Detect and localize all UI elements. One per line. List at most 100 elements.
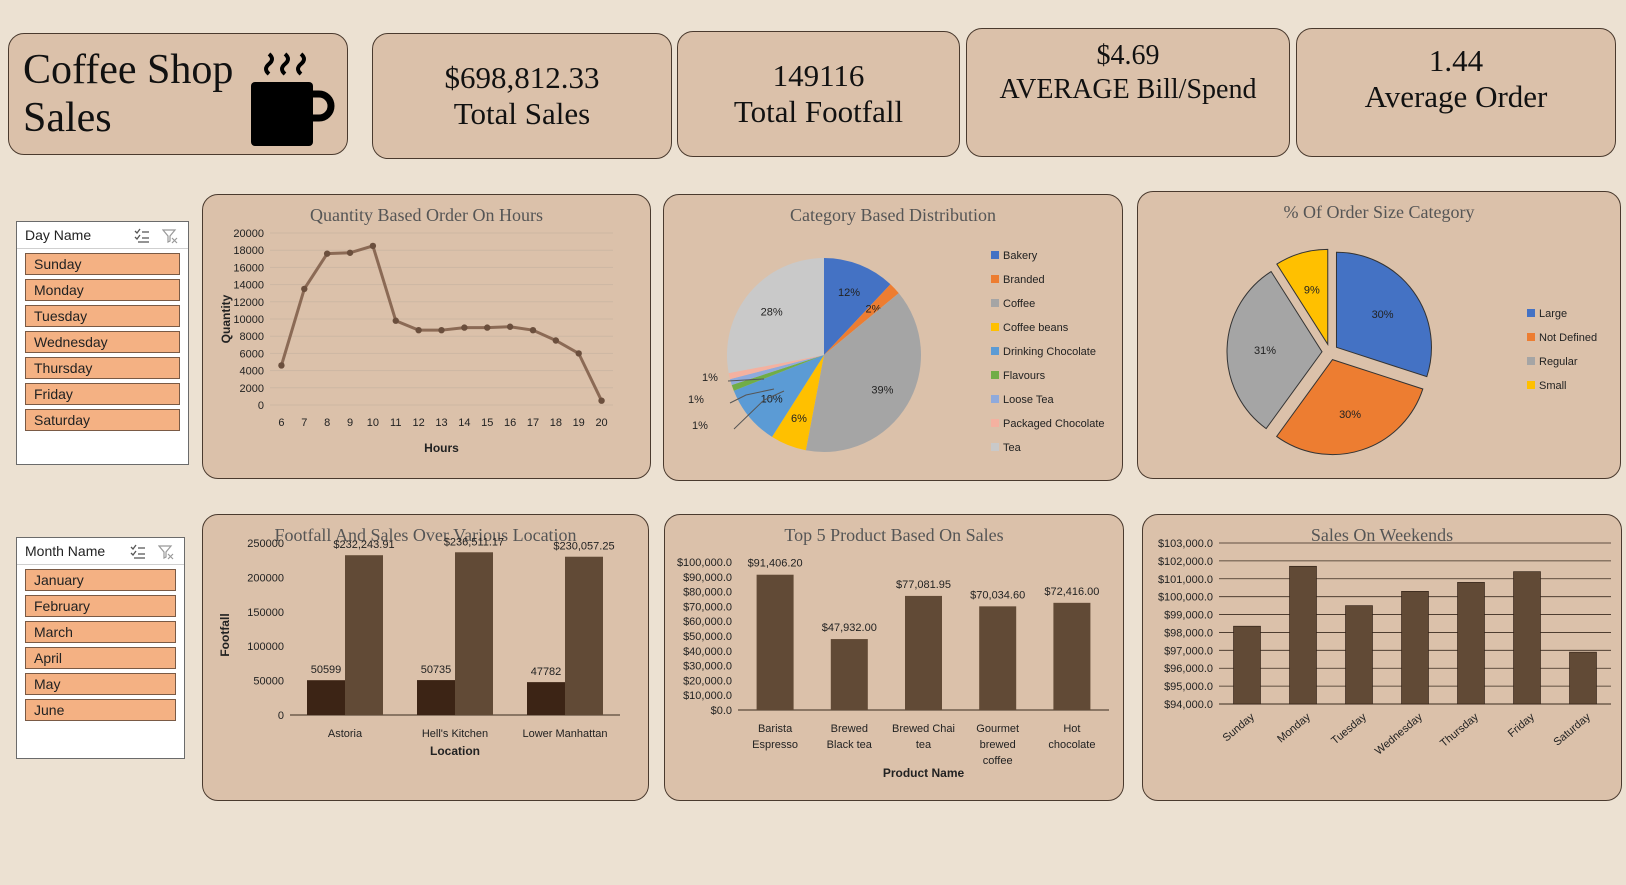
clear-filter-icon[interactable]	[162, 228, 178, 244]
kpi-total-footfall: 149116 Total Footfall	[677, 31, 960, 157]
legend-label: Coffee	[1003, 298, 1035, 310]
slicer-header-label: Month Name	[25, 543, 106, 559]
data-point	[484, 324, 491, 331]
slicer-item[interactable]: June	[25, 699, 176, 721]
legend-label: Drinking Chocolate	[1003, 346, 1096, 358]
y-tick-label: $95,000.0	[1164, 681, 1213, 693]
x-tick-label: Gourmet	[976, 723, 1019, 735]
callout-line	[729, 388, 775, 404]
x-tick-label: 7	[301, 417, 307, 429]
x-tick-label: 13	[435, 417, 447, 429]
slicer-item[interactable]: April	[25, 647, 176, 669]
y-tick-label: $30,000.0	[683, 661, 732, 673]
bar	[1457, 582, 1485, 705]
bar	[307, 680, 345, 715]
bar	[1233, 625, 1261, 705]
multi-select-icon[interactable]	[134, 228, 150, 244]
x-tick-label: Brewed	[831, 723, 868, 735]
data-point	[369, 242, 377, 250]
y-tick-label: $90,000.0	[683, 572, 732, 584]
y-tick-label: $100,000.0	[1158, 592, 1213, 604]
pie-data-label: 1%	[702, 372, 718, 384]
x-tick-label: Barista	[758, 723, 793, 735]
legend-label: Tea	[1003, 442, 1022, 454]
pie-data-label: 6%	[791, 413, 807, 425]
legend-label: Small	[1539, 380, 1567, 392]
pie-slice	[772, 355, 824, 451]
pie-slice	[805, 293, 921, 452]
y-tick-label: $101,000.0	[1158, 574, 1213, 586]
y-tick-label: $99,000.0	[1164, 610, 1213, 622]
data-point	[529, 326, 537, 334]
kpi-value: $698,812.33	[444, 60, 600, 95]
x-tick-label: 15	[481, 417, 493, 429]
y-tick-label: 20000	[233, 228, 264, 240]
y-tick-label: $20,000.0	[683, 675, 732, 687]
legend-swatch	[1527, 381, 1535, 389]
dashboard-title-line2: Sales	[23, 95, 112, 141]
slicer-item[interactable]: March	[25, 621, 176, 643]
pie-slice	[1335, 251, 1432, 378]
pie-slice	[824, 258, 891, 355]
bar	[756, 574, 794, 710]
chart-title: Category Based Distribution	[790, 205, 996, 225]
x-tick-label: 10	[367, 417, 379, 429]
data-point	[598, 397, 605, 404]
legend-swatch	[991, 251, 999, 259]
bar	[1513, 571, 1541, 705]
slicer-item[interactable]: January	[25, 569, 176, 591]
y-tick-label: $0.0	[711, 705, 732, 717]
x-tick-label: 18	[550, 417, 562, 429]
slicer-item[interactable]: May	[25, 673, 176, 695]
x-tick-label: Brewed Chai	[892, 723, 955, 735]
category-pie-chart: 12%2%39%6%10%28%BakeryBrandedCoffeeCoffe…	[688, 250, 1104, 454]
y-tick-label: 8000	[240, 331, 264, 343]
chart-card-category: Category Based Distribution 12% 2% 39% 6% 10…	[663, 194, 1123, 481]
bar-data-label: $77,081.95	[896, 579, 951, 591]
y-axis-title: Footfall	[218, 613, 232, 656]
y-tick-label: 12000	[233, 297, 264, 309]
slicer-item[interactable]: Monday	[25, 279, 180, 301]
legend-swatch	[1527, 309, 1535, 317]
y-tick-label: 150000	[247, 607, 284, 619]
multi-select-icon[interactable]	[130, 544, 146, 560]
pie-slice	[1226, 270, 1323, 430]
bar	[1569, 651, 1597, 705]
pie-data-label: 9%	[1304, 285, 1320, 297]
y-tick-label: 100000	[247, 641, 284, 653]
slicer-header-label: Day Name	[25, 227, 92, 243]
y-tick-label: 18000	[233, 245, 264, 257]
bar	[527, 682, 565, 715]
y-tick-label: 4000	[240, 366, 264, 378]
bar	[1053, 602, 1091, 710]
kpi-value: $4.69	[1096, 40, 1160, 71]
bar	[1401, 591, 1429, 705]
pie-data-label: 10%	[761, 393, 783, 405]
y-tick-label: 2000	[240, 383, 264, 395]
bar	[455, 552, 493, 715]
bar	[905, 595, 942, 710]
bar-data-label: $47,932.00	[822, 622, 877, 634]
clear-filter-icon[interactable]	[158, 544, 174, 560]
callout-line	[727, 378, 765, 382]
x-tick-label: Astoria	[328, 728, 363, 740]
slicer-item[interactable]: Thursday	[25, 357, 180, 379]
x-tick-label: Monday	[1275, 711, 1313, 746]
slicer-item[interactable]: Wednesday	[25, 331, 180, 353]
slicer-item[interactable]: Friday	[25, 383, 180, 405]
bar	[830, 639, 868, 710]
hours-line-chart: 0 2000 4000 6000 8000 10000 12000 14000 16000 180…	[219, 228, 613, 455]
legend-swatch	[991, 443, 999, 451]
slicer-item[interactable]: Saturday	[25, 409, 180, 431]
y-tick-label: 10000	[233, 314, 264, 326]
bar-data-label: $236,511.17	[444, 536, 504, 548]
bar-data-label: 47782	[531, 666, 562, 678]
legend-label: Branded	[1003, 274, 1045, 286]
slicer-item[interactable]: Sunday	[25, 253, 180, 275]
coffee-mug-icon	[251, 52, 335, 146]
slicer-item[interactable]: Tuesday	[25, 305, 180, 327]
x-axis-title: Location	[430, 744, 480, 758]
x-tick-label: Saturday	[1551, 711, 1593, 749]
slicer-item[interactable]: February	[25, 595, 176, 617]
y-tick-label: $10,000.0	[683, 690, 732, 702]
